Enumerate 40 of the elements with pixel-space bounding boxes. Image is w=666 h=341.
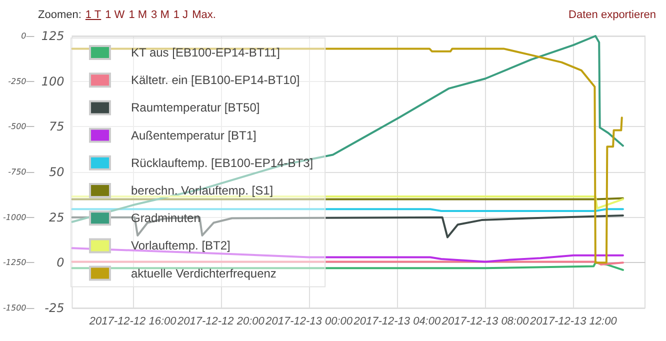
legend-label: aktuelle Verdichterfrequenz (131, 266, 276, 280)
x-tick-label: 2017-12-13 12:00 (528, 316, 618, 328)
text: 1 M (128, 9, 148, 21)
y-tick-label: 100 (41, 74, 65, 88)
legend-label: Rücklauftemp. [EB100-EP14-BT3] (131, 156, 314, 170)
y-tick-label: 0 (56, 256, 65, 270)
legend-label: Kältetr. ein [EB100-EP14-BT10] (131, 73, 300, 88)
text: 3 M (151, 9, 170, 21)
legend-label: Vorlauftemp. [BT2] (131, 238, 230, 253)
text: Daten exportieren (568, 9, 656, 21)
x-tick-label: 2017-12-13 00:00 (264, 316, 354, 328)
legend-label: Gradminuten (131, 211, 200, 226)
legend-label: Außentemperatur [BT1] (131, 128, 256, 142)
line-series (71, 35, 624, 223)
y2-tick-label: -1250 (2, 258, 26, 268)
text: Max. (192, 9, 216, 21)
y-tick-label: -25 (44, 301, 64, 315)
y2-tick-label: -750 (8, 168, 26, 176)
y-tick-label: 50 (48, 165, 65, 179)
y2-tick-label: -1000 (2, 212, 26, 222)
y-tick-label: 25 (48, 210, 64, 224)
y2-tick-label: -500 (8, 122, 26, 132)
line-series (71, 214, 624, 238)
legend-label: berechn. Vorlauftemp. [S1] (131, 184, 274, 198)
x-tick-label: 2017-12-12 20:00 (176, 316, 266, 328)
y2-tick-label: -1500 (2, 304, 26, 312)
x-tick-label: 2017-12-13 08:00 (440, 316, 530, 328)
x-tick-label: 2017-12-12 16:00 (88, 316, 178, 328)
y-tick-label: 75 (48, 120, 64, 134)
text: 1 J (173, 9, 188, 21)
text: 1 T (85, 9, 102, 21)
legend-label: KT aus [EB100-EP14-BT11] (131, 46, 280, 60)
line-series (71, 48, 623, 264)
text: 1 W (105, 9, 125, 21)
y-tick-label: 125 (41, 29, 64, 43)
x-tick-label: 2017-12-13 04:00 (352, 316, 442, 328)
legend-label: Raumtemperatur [BT50] (131, 100, 260, 115)
y2-tick-label: -250 (8, 76, 26, 86)
y2-tick-label: 0 (21, 32, 26, 40)
text: Zoomen: (38, 9, 82, 21)
